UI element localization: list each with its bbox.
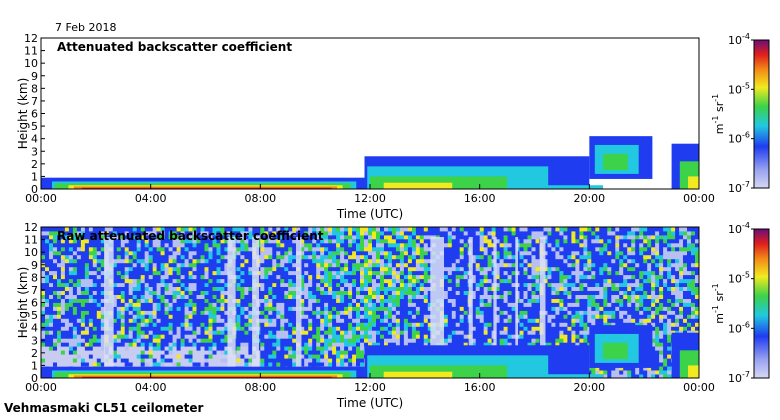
x-tick-label: 12:00 xyxy=(354,381,386,394)
y-tick-label: 2 xyxy=(31,347,38,360)
instrument-label: Vehmasmaki CL51 ceilometer xyxy=(4,401,204,415)
chart-attenuated: 00:00 04:00 08:00 12:00 16:00 20:00 00:00 Time … xyxy=(16,32,770,221)
y-tick-label: 3 xyxy=(31,334,38,347)
colorbar-bar xyxy=(753,228,770,379)
x-tick-label: 12:00 xyxy=(354,192,386,205)
colorbar: 10-7 10-6 10-5 10-4 m-1 sr-1 xyxy=(711,32,770,195)
y-tick-label: 6 xyxy=(31,108,38,121)
x-tick-label: 16:00 xyxy=(464,192,496,205)
colorbar: 10-7 10-6 10-5 10-4 m-1 sr-1 xyxy=(711,221,770,385)
chart-raw: 00:00 04:00 08:00 12:00 16:00 20:00 00:00 Time … xyxy=(16,221,770,410)
y-axis-label: Height (km) xyxy=(16,267,30,338)
y-tick-label: 12 xyxy=(24,221,38,234)
x-tick-label: 04:00 xyxy=(135,192,167,205)
x-tick-label: 00:00 xyxy=(25,192,57,205)
x-tick-label: 08:00 xyxy=(244,192,276,205)
y-tick-label: 4 xyxy=(31,133,38,146)
colorbar-tick-label: 10-7 xyxy=(728,370,750,385)
date-label: 7 Feb 2018 xyxy=(55,21,117,34)
y-tick-label: 9 xyxy=(31,259,38,272)
y-tick-label: 0 xyxy=(31,372,38,385)
chart-title: Attenuated backscatter coefficient xyxy=(57,40,292,54)
y-tick-label: 8 xyxy=(31,271,38,284)
chart-title: Raw attenuated backscatter coefficient xyxy=(57,229,324,243)
x-tick-label: 20:00 xyxy=(573,192,605,205)
y-tick-label: 1 xyxy=(31,170,38,183)
x-tick-label: 16:00 xyxy=(464,381,496,394)
x-axis: 00:00 04:00 08:00 12:00 16:00 20:00 00:00 xyxy=(25,373,715,394)
y-axis-label: Height (km) xyxy=(16,78,30,149)
colorbar-tick-label: 10-5 xyxy=(728,271,750,286)
x-tick-label: 00:00 xyxy=(683,381,715,394)
y-tick-label: 7 xyxy=(31,95,38,108)
x-axis-label: Time (UTC) xyxy=(336,396,403,410)
y-tick-label: 7 xyxy=(31,284,38,297)
y-tick-label: 1 xyxy=(31,359,38,372)
y-tick-label: 10 xyxy=(24,246,38,259)
backscatter-field xyxy=(41,136,699,189)
y-tick-label: 5 xyxy=(31,309,38,322)
y-tick-label: 8 xyxy=(31,82,38,95)
x-axis-label: Time (UTC) xyxy=(336,207,403,221)
colorbar-label: m-1 sr-1 xyxy=(711,94,726,134)
y-tick-label: 4 xyxy=(31,322,38,335)
y-tick-label: 10 xyxy=(24,57,38,70)
x-tick-label: 08:00 xyxy=(244,381,276,394)
y-tick-label: 11 xyxy=(24,234,38,247)
colorbar-tick-label: 10-5 xyxy=(728,81,750,96)
x-tick-label: 00:00 xyxy=(683,192,715,205)
y-tick-label: 5 xyxy=(31,120,38,133)
colorbar-tick-label: 10-4 xyxy=(728,32,750,47)
colorbar-tick-label: 10-4 xyxy=(728,221,750,236)
y-tick-label: 11 xyxy=(24,45,38,58)
y-tick-label: 6 xyxy=(31,297,38,310)
colorbar-label: m-1 sr-1 xyxy=(711,283,726,323)
y-tick-label: 2 xyxy=(31,158,38,171)
colorbar-tick-label: 10-7 xyxy=(728,180,750,195)
y-tick-label: 9 xyxy=(31,70,38,83)
y-tick-label: 12 xyxy=(24,32,38,45)
backscatter-field xyxy=(41,227,700,379)
x-axis: 00:00 04:00 08:00 12:00 16:00 20:00 00:00 xyxy=(25,184,715,205)
y-tick-label: 3 xyxy=(31,145,38,158)
y-tick-label: 0 xyxy=(31,183,38,196)
colorbar-bar xyxy=(753,39,770,189)
colorbar-tick-label: 10-6 xyxy=(728,131,750,146)
x-tick-label: 00:00 xyxy=(25,381,57,394)
x-tick-label: 20:00 xyxy=(573,381,605,394)
x-tick-label: 04:00 xyxy=(135,381,167,394)
colorbar-tick-label: 10-6 xyxy=(728,320,750,335)
